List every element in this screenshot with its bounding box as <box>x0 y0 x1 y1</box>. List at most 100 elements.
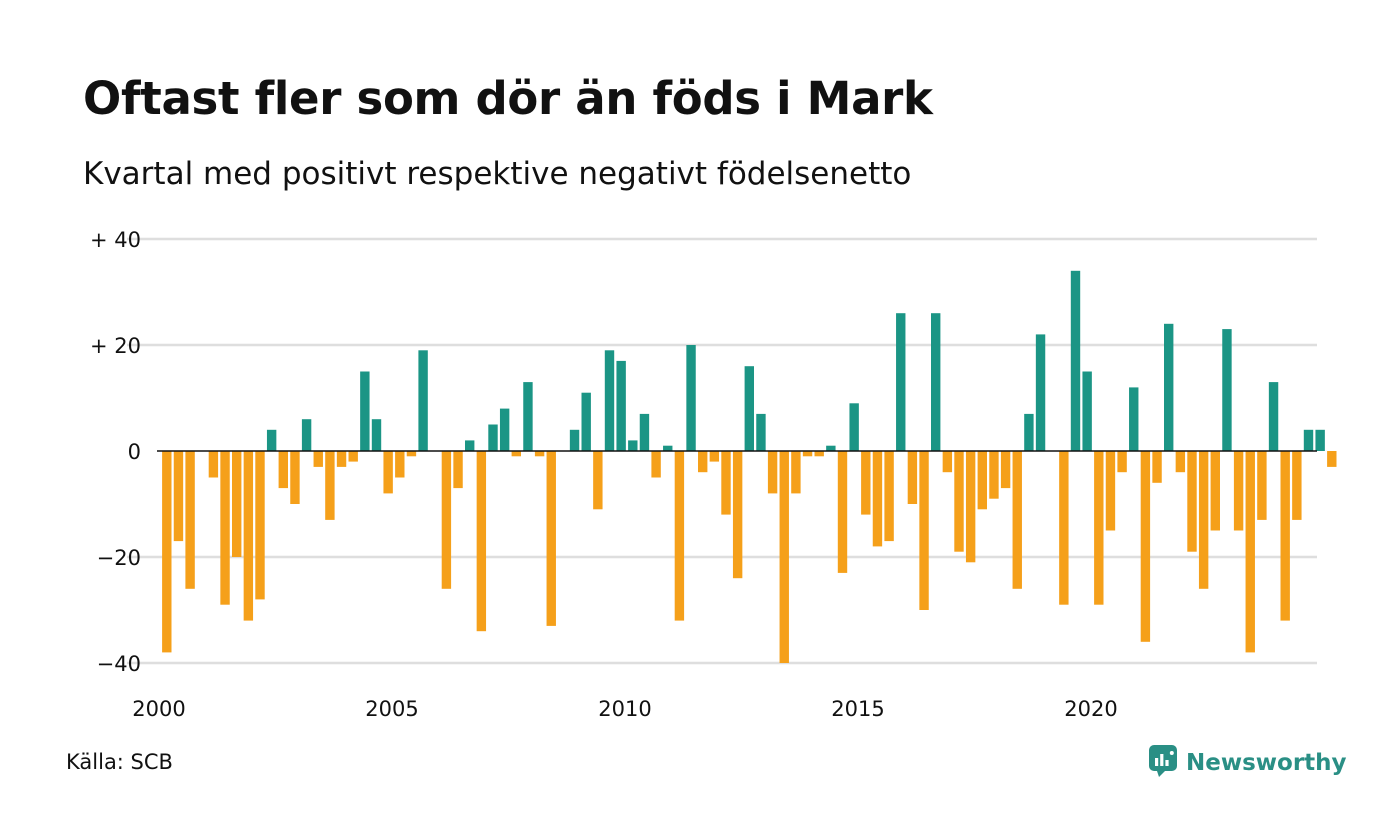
bar-2021-Q1 <box>1140 451 1151 642</box>
bar-2019-Q3 <box>1070 270 1081 451</box>
bar-2000-Q3 <box>185 451 195 589</box>
source-note: Källa: SCB <box>66 750 173 774</box>
bar-2001-Q3 <box>232 451 242 557</box>
bar-2000-Q1 <box>162 451 172 653</box>
bar-2001-Q1 <box>208 451 219 478</box>
bar-2004-Q4 <box>383 451 393 494</box>
bar-2003-Q2 <box>313 451 323 467</box>
bar-2020-Q4 <box>1129 387 1139 451</box>
bar-2011-Q4 <box>709 451 720 462</box>
y-tick-label: −20 <box>97 546 141 570</box>
bar-2016-Q4 <box>942 451 953 473</box>
bar-2025-Q1 <box>1327 451 1337 467</box>
bar-2023-Q3 <box>1257 451 1267 520</box>
y-tick-label: + 40 <box>90 228 141 252</box>
bar-2012-Q1 <box>721 451 731 515</box>
bar-2010-Q4 <box>663 445 673 451</box>
y-tick-label: 0 <box>128 440 141 464</box>
bar-2001-Q4 <box>243 451 254 621</box>
bar-2007-Q4 <box>523 382 533 451</box>
y-tick-label: + 20 <box>90 334 141 358</box>
bar-2004-Q2 <box>360 371 370 451</box>
bar-2004-Q1 <box>348 451 358 462</box>
bar-2005-Q3 <box>418 350 428 451</box>
bar-2023-Q1 <box>1233 451 1244 531</box>
bar-2013-Q1 <box>767 451 778 494</box>
bar-2024-Q1 <box>1280 451 1290 621</box>
bar-2012-Q4 <box>756 413 766 451</box>
bar-2017-Q3 <box>977 451 987 510</box>
y-tick-label: −40 <box>97 652 141 676</box>
bar-2023-Q4 <box>1268 382 1279 451</box>
bar-2014-Q3 <box>837 451 848 573</box>
bar-2022-Q4 <box>1222 329 1232 451</box>
bar-2021-Q3 <box>1164 323 1174 451</box>
bar-2020-Q1 <box>1094 451 1104 605</box>
bar-2010-Q2 <box>639 413 650 451</box>
x-tick-label: 2000 <box>132 697 185 721</box>
bar-2015-Q3 <box>884 451 894 542</box>
bar-2005-Q2 <box>406 451 417 457</box>
bar-2001-Q2 <box>220 451 230 605</box>
bar-2002-Q1 <box>255 451 265 600</box>
bar-2006-Q3 <box>465 440 475 451</box>
bar-2013-Q4 <box>802 451 813 457</box>
bars <box>162 270 1337 663</box>
bar-2008-Q1 <box>534 451 545 457</box>
bar-2009-Q2 <box>593 451 603 510</box>
bar-2007-Q3 <box>511 451 521 457</box>
bar-2024-Q3 <box>1303 429 1314 451</box>
bar-2021-Q2 <box>1152 451 1162 483</box>
bar-2002-Q2 <box>266 429 277 451</box>
bar-2002-Q3 <box>278 451 288 489</box>
bar-2007-Q1 <box>488 424 498 451</box>
bar-2003-Q3 <box>325 451 335 520</box>
bar-2008-Q4 <box>569 429 580 451</box>
bar-2000-Q2 <box>173 451 184 542</box>
bar-2008-Q2 <box>546 451 556 626</box>
bar-2011-Q1 <box>674 451 685 621</box>
birth-net-bar-chart: + 40 + 20 0 −20 −40 2000 2005 2010 2015 2020 <box>90 228 1337 721</box>
bar-2024-Q4 <box>1315 429 1325 451</box>
bar-2013-Q2 <box>779 451 789 663</box>
bar-2021-Q4 <box>1175 451 1186 473</box>
bar-2011-Q2 <box>686 345 696 451</box>
bar-2009-Q3 <box>604 350 615 451</box>
bar-2005-Q1 <box>395 451 405 478</box>
bar-2020-Q2 <box>1105 451 1116 531</box>
bar-2015-Q2 <box>872 451 883 547</box>
bar-2022-Q2 <box>1198 451 1209 589</box>
bar-2013-Q3 <box>791 451 801 494</box>
bar-2023-Q2 <box>1245 451 1255 653</box>
bar-2006-Q4 <box>476 451 487 632</box>
newsworthy-logo-icon <box>1148 744 1178 782</box>
bar-2014-Q1 <box>814 451 824 457</box>
bar-2015-Q4 <box>896 313 906 451</box>
bar-2009-Q4 <box>616 360 626 451</box>
bar-2006-Q1 <box>441 451 452 589</box>
bar-2007-Q2 <box>499 408 510 451</box>
bar-2011-Q3 <box>698 451 708 473</box>
brand-name: Newsworthy <box>1186 750 1347 776</box>
bar-2017-Q4 <box>989 451 999 499</box>
bar-2014-Q2 <box>826 445 836 451</box>
chart-title: Oftast fler som dör än föds i Mark <box>83 72 933 125</box>
bar-2012-Q2 <box>732 451 743 579</box>
x-tick-label: 2005 <box>365 697 418 721</box>
bar-2022-Q1 <box>1187 451 1197 552</box>
bar-2003-Q1 <box>301 419 312 451</box>
chart-subtitle: Kvartal med positivt respektive negativt… <box>83 156 912 192</box>
x-tick-label: 2010 <box>598 697 651 721</box>
bar-2004-Q3 <box>371 419 382 451</box>
bar-2018-Q2 <box>1012 451 1022 589</box>
bar-2017-Q1 <box>954 451 964 552</box>
bar-2016-Q3 <box>931 313 941 451</box>
bar-2019-Q2 <box>1059 451 1069 605</box>
bar-2009-Q1 <box>581 392 591 451</box>
bar-2017-Q2 <box>965 451 976 563</box>
bar-2018-Q1 <box>1000 451 1011 489</box>
bar-2014-Q4 <box>849 403 859 451</box>
brand-logo[interactable]: Newsworthy <box>1148 744 1347 782</box>
bar-2018-Q4 <box>1035 334 1046 451</box>
bar-2010-Q1 <box>628 440 638 451</box>
